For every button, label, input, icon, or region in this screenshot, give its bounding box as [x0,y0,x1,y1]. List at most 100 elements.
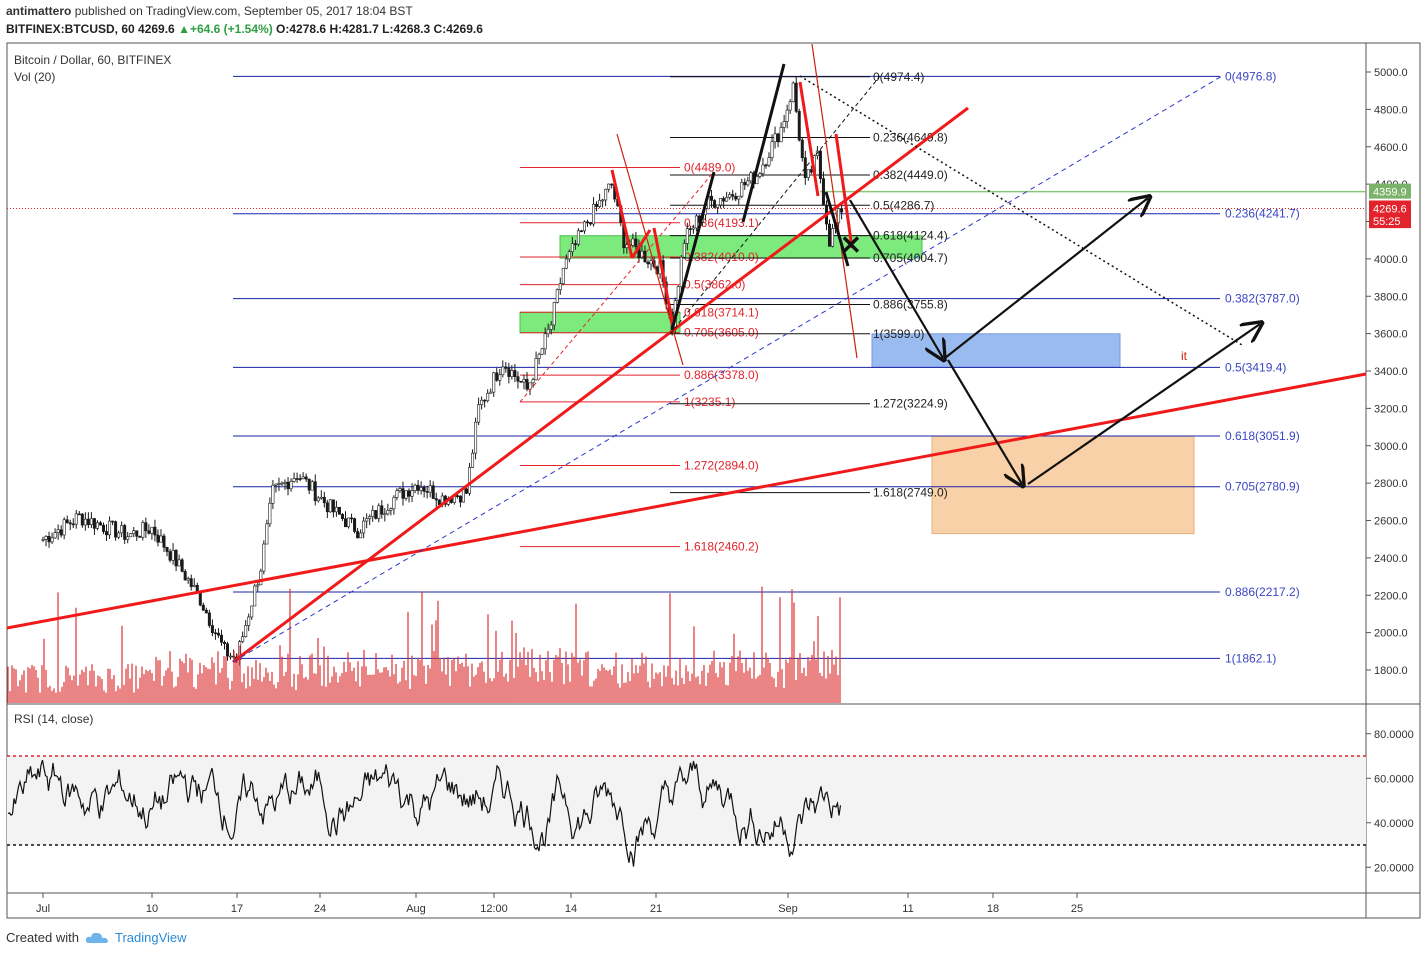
candle-body [791,82,795,103]
price-tick-label: 4000.0 [1374,254,1408,266]
high-value: H:4281.7 [329,22,379,36]
candle-body [643,250,647,263]
price-tag-label: 4359.9 [1373,187,1407,199]
candle-body [277,483,281,485]
candle-body [474,421,478,454]
candle-body [649,260,653,265]
fib-black-label: 1.618(2749.0) [873,486,948,500]
candle-body [755,176,759,185]
candle-body [549,324,553,330]
candle-body [401,488,405,499]
time-tick-label: 21 [650,903,662,915]
candle-body [250,605,254,618]
candle-body [773,133,777,143]
candle-body [489,391,493,394]
candle-body [123,525,127,540]
price-tick-label: 1800.0 [1374,665,1408,677]
candle-body [307,478,311,491]
candle-body [540,348,544,355]
candle-body [516,376,520,382]
price-tick-label: 4600.0 [1374,142,1408,154]
fib-blue-label: 0.886(2217.2) [1225,585,1300,599]
candle-body [83,518,87,526]
candle-body [543,333,547,350]
up-arrow-icon: ▲ [178,22,190,36]
candle-body [159,535,163,543]
candle-body [410,490,414,497]
orange-zone [931,435,1195,535]
candle-body [564,258,568,269]
candle-body [522,379,526,383]
candle-body [776,133,780,143]
candle-body [831,228,835,247]
candle-body [570,243,574,253]
candle-body [108,520,112,536]
candle-body [310,481,314,491]
candle-body [471,452,475,468]
candle-body [398,488,402,491]
candle-body [126,536,130,540]
candle-body [334,506,338,513]
candle-body [359,532,363,539]
candle-body [691,227,695,230]
price-tag-label: 55:25 [1373,216,1401,228]
time-tick-label: 18 [987,903,999,915]
candle-body [353,518,357,532]
candle-body [295,478,299,480]
candle-body [62,519,66,536]
candle-body [86,518,90,526]
candle-body [268,502,272,525]
candle-body [253,585,257,607]
channel-line-right [811,43,858,359]
candle-body [337,506,341,515]
candle-body [585,221,589,224]
candle-body [138,536,142,538]
candle-body [486,392,490,401]
candle-body [679,256,683,288]
candle-body [322,496,326,504]
candle-body [105,531,109,536]
candle-body [210,625,214,634]
time-tick-label: 17 [231,903,243,915]
fib-red-label: 1.618(2460.2) [684,540,759,554]
time-tick-label: 10 [146,903,158,915]
candle-body [150,526,154,534]
candle-body [694,215,698,229]
candle-body [89,518,93,526]
close-mark-icon: ✕ [840,230,862,260]
candle-body [734,196,738,200]
black-wave-stroke [824,191,850,267]
fib-black-label: 0.382(4449.0) [873,168,948,182]
projection-arrow [944,198,1148,359]
candle-body [135,530,139,537]
candle-body [468,467,472,494]
candle-body [601,199,605,202]
blue-dashed-trendline [232,75,1223,663]
candle-body [68,522,72,525]
candle-body [413,484,417,491]
published-text: published on TradingView.com, September … [74,4,413,18]
candle-body [368,516,372,519]
candle-body [764,164,768,167]
rsi-title: RSI (14, close) [14,712,93,726]
candle-body [247,616,251,626]
candle-body [595,203,599,207]
dotted-resistance [799,75,1243,346]
candle-body [265,523,269,545]
author-name[interactable]: antimattero [6,4,72,18]
time-tick-label: 14 [565,903,577,915]
candle-body [800,139,804,158]
fib-blue-label: 0.5(3419.4) [1225,360,1286,374]
candle-body [204,609,208,614]
tradingview-brand[interactable]: TradingView [114,930,187,945]
candle-body [350,517,354,520]
fib-black-label: 1.272(3224.9) [873,397,948,411]
candle-body [298,478,302,480]
candle-body [531,379,535,384]
candle-body [340,514,344,519]
fib-blue-label: 0.618(3051.9) [1225,429,1300,443]
candle-body [528,382,532,390]
fib-red-label: 0.382(4010.0) [684,250,759,264]
candle-body [74,513,78,525]
